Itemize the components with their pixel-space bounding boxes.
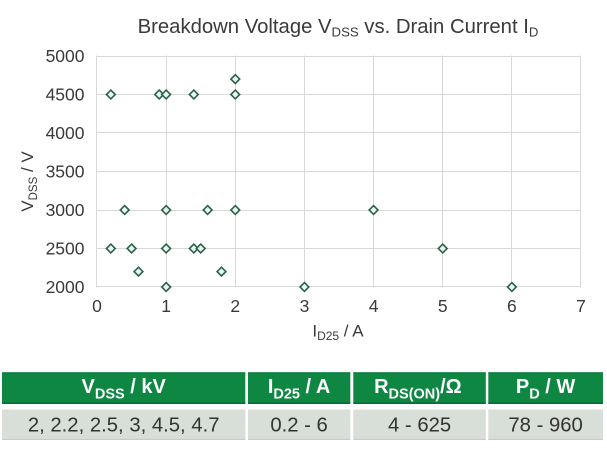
svg-text:Breakdown Voltage VDSS vs. Dra: Breakdown Voltage VDSS vs. Drain Current…	[138, 16, 539, 40]
svg-text:3000: 3000	[46, 200, 85, 220]
svg-text:2: 2	[230, 296, 240, 316]
svg-text:3500: 3500	[46, 162, 85, 182]
svg-text:4000: 4000	[46, 123, 85, 143]
svg-text:2000: 2000	[46, 277, 85, 297]
svg-text:4: 4	[369, 296, 379, 316]
svg-text:2500: 2500	[46, 239, 85, 259]
svg-text:4500: 4500	[46, 85, 85, 105]
svg-text:5: 5	[438, 296, 448, 316]
svg-text:0.2 - 6: 0.2 - 6	[270, 415, 328, 437]
svg-text:1: 1	[161, 296, 171, 316]
svg-text:0: 0	[92, 296, 102, 316]
svg-text:3: 3	[300, 296, 310, 316]
svg-text:6: 6	[507, 296, 517, 316]
svg-text:78 - 960: 78 - 960	[508, 415, 582, 437]
svg-text:4 - 625: 4 - 625	[388, 415, 451, 437]
svg-text:7: 7	[576, 296, 586, 316]
svg-text:2, 2.2, 2.5, 3, 4.5, 4.7: 2, 2.2, 2.5, 3, 4.5, 4.7	[28, 415, 220, 437]
svg-text:5000: 5000	[46, 46, 85, 66]
